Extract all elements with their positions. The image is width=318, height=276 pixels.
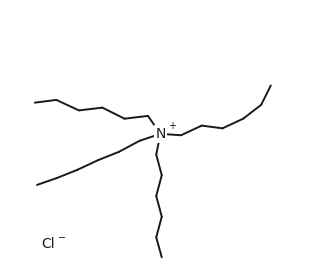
- Text: Cl: Cl: [42, 237, 55, 251]
- Text: −: −: [58, 233, 66, 243]
- Text: N: N: [155, 127, 166, 141]
- Text: +: +: [168, 121, 176, 131]
